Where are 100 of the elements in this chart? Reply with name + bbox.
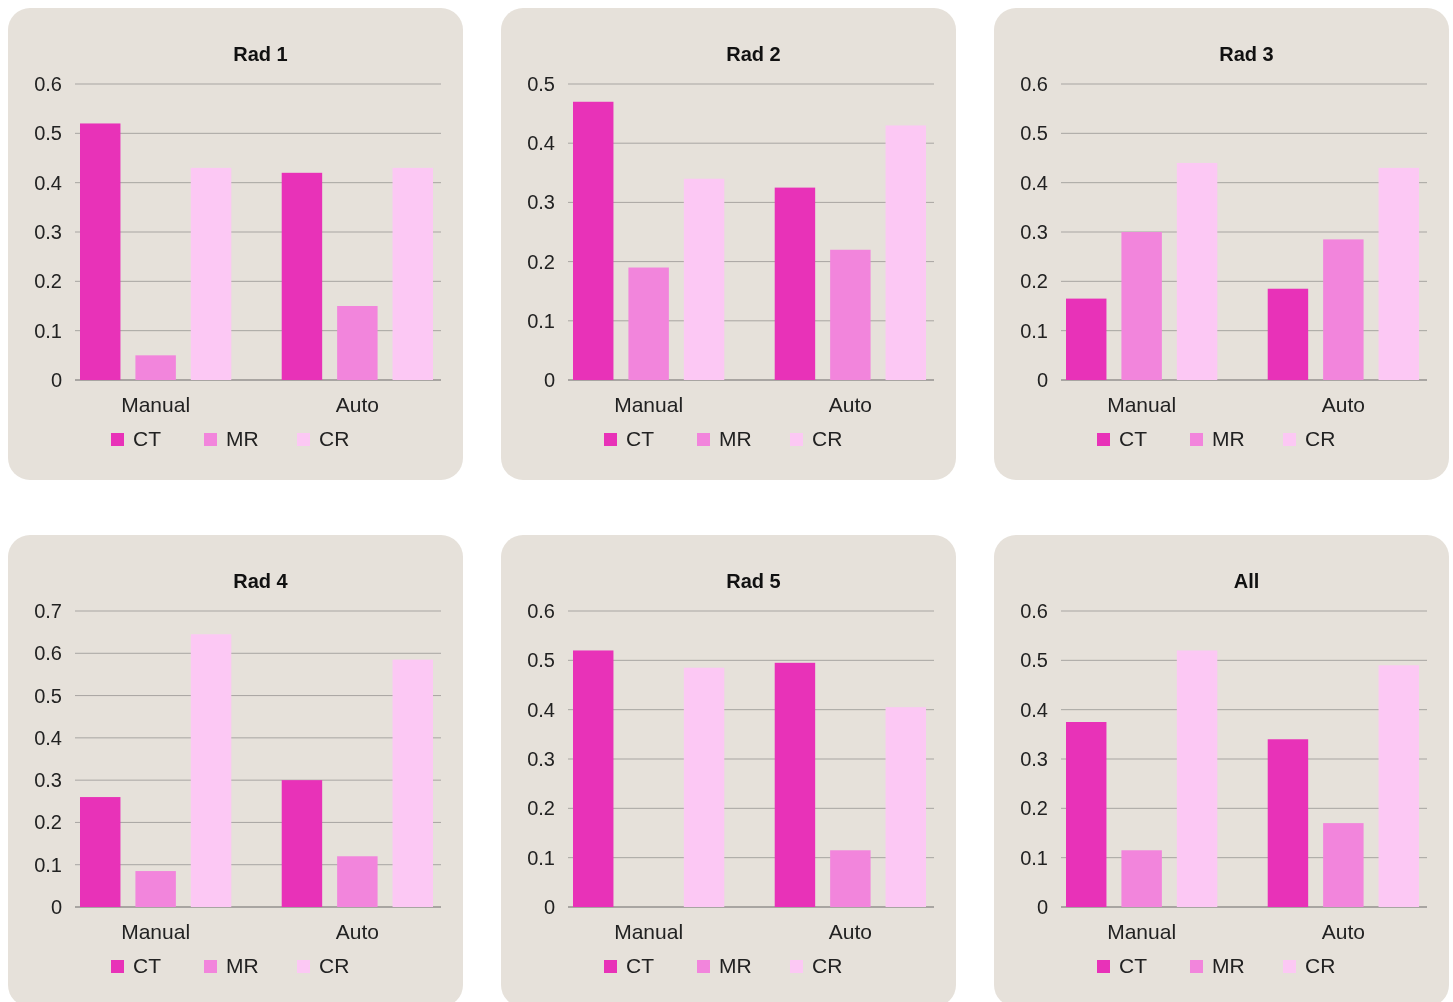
- y-tick-label: 0.1: [1020, 319, 1048, 342]
- x-tick-label: Manual: [121, 393, 191, 416]
- chart-title: Rad 2: [726, 43, 781, 65]
- x-tick-label: Manual: [1107, 393, 1177, 416]
- legend-label: CT: [133, 427, 162, 450]
- y-tick-label: 0.2: [527, 797, 555, 820]
- bar: [337, 856, 378, 907]
- y-tick-label: 0.4: [1020, 171, 1048, 194]
- bar: [1121, 232, 1162, 380]
- chart-title: Rad 3: [1219, 43, 1274, 65]
- bar: [392, 167, 433, 380]
- x-tick-label: Auto: [335, 920, 379, 943]
- y-tick-label: 0.5: [1020, 649, 1048, 672]
- bar: [1066, 298, 1107, 380]
- y-tick-label: 0.6: [34, 73, 62, 95]
- x-tick-label: Auto: [1321, 393, 1365, 416]
- bar: [628, 267, 669, 380]
- legend-label: MR: [226, 954, 259, 977]
- legend-label: MR: [1212, 954, 1245, 977]
- bar: [774, 187, 816, 380]
- x-tick-label: Auto: [828, 393, 872, 416]
- y-tick-label: 0.1: [1020, 846, 1048, 869]
- legend-label: CT: [133, 954, 162, 977]
- x-tick-label: Auto: [1321, 920, 1365, 943]
- bar: [774, 662, 816, 907]
- legend-label: CT: [1119, 427, 1148, 450]
- y-tick-label: 0.1: [527, 309, 555, 332]
- bar: [135, 355, 176, 380]
- legend-label: CR: [1305, 954, 1336, 977]
- y-tick-label: 0.6: [1020, 600, 1048, 622]
- x-tick-label: Auto: [335, 393, 379, 416]
- legend-label: CR: [812, 954, 843, 977]
- y-tick-label: 0.3: [34, 221, 62, 243]
- bar: [573, 101, 614, 380]
- y-tick-label: 0.3: [1020, 748, 1048, 770]
- bar: [1176, 650, 1218, 907]
- legend-label: CR: [812, 427, 843, 450]
- y-tick-label: 0.2: [1020, 270, 1048, 293]
- y-tick-label: 0: [50, 896, 62, 918]
- x-tick-label: Manual: [1107, 920, 1177, 943]
- y-tick-label: 0.1: [34, 853, 62, 876]
- bar: [80, 797, 121, 907]
- legend-label: MR: [719, 427, 752, 450]
- legend-label: CT: [626, 954, 655, 977]
- y-tick-label: 0.4: [1020, 698, 1048, 721]
- bar: [1066, 722, 1107, 907]
- chart-title: All: [1233, 570, 1260, 592]
- bar: [1378, 665, 1419, 907]
- y-tick-label: 0.2: [34, 270, 62, 293]
- chart-title: Rad 1: [233, 43, 288, 65]
- bar: [1378, 167, 1419, 380]
- legend-label: CR: [319, 954, 350, 977]
- bar: [80, 123, 121, 380]
- x-tick-label: Manual: [614, 920, 684, 943]
- y-tick-label: 0.2: [527, 250, 555, 273]
- bar: [1323, 823, 1364, 907]
- bar: [281, 780, 323, 907]
- bar: [190, 634, 232, 907]
- bar: [337, 306, 378, 380]
- y-tick-label: 0: [1036, 369, 1048, 391]
- y-tick-label: 0.7: [34, 600, 62, 622]
- bar: [885, 125, 926, 380]
- y-tick-label: 0.6: [1020, 73, 1048, 95]
- y-tick-label: 0.5: [527, 649, 555, 672]
- bar: [392, 659, 433, 907]
- bar: [573, 650, 614, 907]
- bar: [885, 707, 926, 907]
- bar: [830, 249, 871, 380]
- bar: [1323, 239, 1364, 380]
- y-tick-label: 0.3: [34, 769, 62, 792]
- y-tick-label: 0.2: [34, 811, 62, 834]
- bar: [190, 167, 232, 380]
- bar: [683, 667, 725, 907]
- bar: [1267, 288, 1309, 380]
- y-tick-label: 0: [543, 369, 555, 391]
- bar: [1121, 850, 1162, 907]
- y-tick-label: 0.4: [34, 726, 62, 749]
- x-tick-label: Auto: [828, 920, 872, 943]
- y-tick-label: 0.5: [527, 73, 555, 95]
- y-tick-label: 0.2: [1020, 797, 1048, 820]
- bar: [1267, 739, 1309, 907]
- bar: [683, 178, 725, 380]
- y-tick-label: 0.5: [34, 684, 62, 707]
- y-tick-label: 0.3: [527, 191, 555, 214]
- y-tick-label: 0: [1036, 896, 1048, 918]
- y-tick-label: 0.5: [1020, 122, 1048, 145]
- bar: [135, 871, 176, 907]
- y-tick-label: 0.4: [527, 698, 555, 721]
- y-tick-label: 0: [543, 896, 555, 918]
- y-tick-label: 0.6: [527, 600, 555, 622]
- legend-label: CT: [1119, 954, 1148, 977]
- x-tick-label: Manual: [121, 920, 191, 943]
- bar: [830, 850, 871, 907]
- chart-title: Rad 5: [726, 570, 781, 592]
- legend-label: MR: [1212, 427, 1245, 450]
- y-tick-label: 0.5: [34, 122, 62, 145]
- y-tick-label: 0.4: [34, 171, 62, 194]
- legend-label: CR: [319, 427, 350, 450]
- legend-label: MR: [719, 954, 752, 977]
- legend-label: CR: [1305, 427, 1336, 450]
